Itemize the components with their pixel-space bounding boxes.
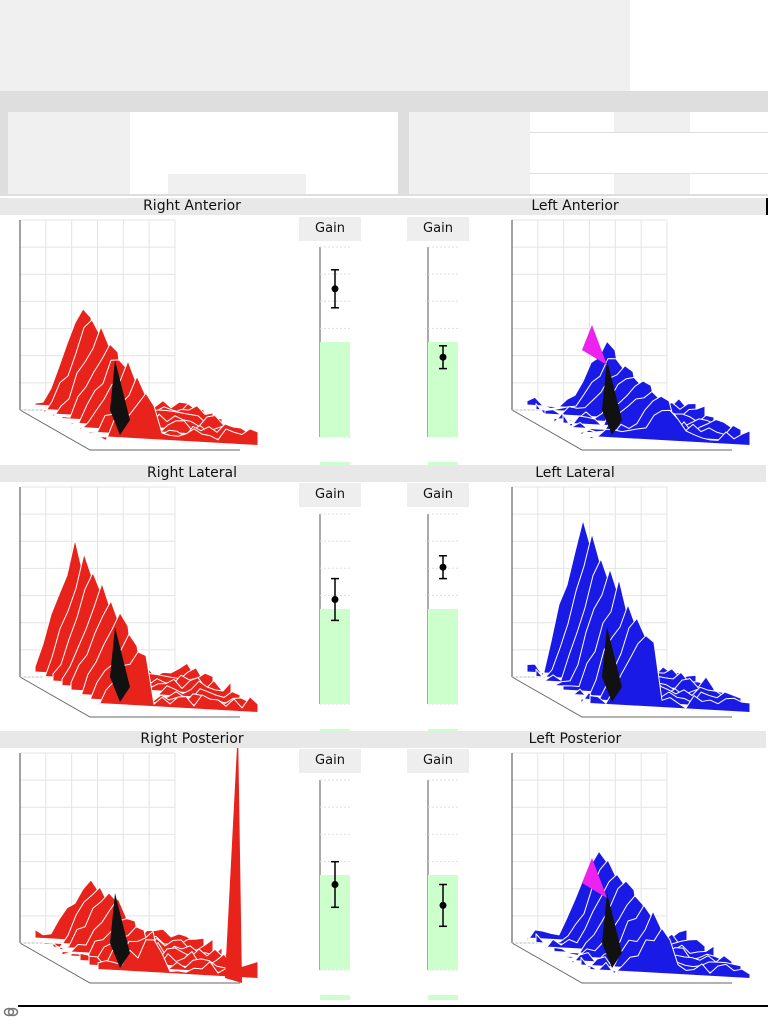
info-sub-cell-left-3 (690, 174, 768, 194)
info-sub-cell-right-2 (168, 174, 306, 194)
info-label-cell-left (409, 112, 530, 194)
left-anterior-title: Left Anterior (384, 198, 766, 215)
left-lateral-surface-plot (511, 486, 751, 718)
right-lateral-title: Right Lateral (0, 465, 384, 482)
left-lateral-gain-chart (427, 513, 458, 732)
right-posterior-title: Right Posterior (0, 731, 384, 748)
left-lateral-title: Left Lateral (384, 465, 766, 482)
chain-link-icon (3, 1007, 19, 1017)
info-divider (399, 110, 408, 196)
report-header (0, 0, 630, 91)
left-lateral-gain-label: Gain (407, 483, 469, 507)
left-posterior-surface-plot (511, 752, 751, 984)
right-anterior-title: Right Anterior (0, 198, 384, 215)
info-value-cell-left-1 (530, 112, 614, 132)
left-posterior-title: Left Posterior (384, 731, 766, 748)
right-lateral-surface-plot (19, 486, 259, 718)
left-anterior-gain-label: Gain (407, 217, 469, 241)
right-posterior-surface-plot (19, 748, 259, 984)
info-sub-cell-left-1 (530, 174, 614, 194)
info-value-cell-left-3 (690, 112, 768, 132)
left-anterior-surface-plot (511, 219, 751, 451)
right-posterior-gain-label: Gain (299, 749, 361, 773)
info-value-cell-left-2 (614, 112, 690, 132)
posterior-panels (19, 748, 751, 1000)
info-value-cell-left-4 (530, 133, 768, 173)
info-value-cell-right (130, 112, 398, 174)
right-lateral-gain-label: Gain (299, 483, 361, 507)
info-sub-cell-left-2 (614, 174, 690, 194)
info-sub-cell-right-3 (306, 174, 398, 194)
left-anterior-gain-chart (427, 246, 458, 465)
right-lateral-gain-chart (319, 513, 350, 732)
lateral-panels (19, 486, 751, 732)
info-sub-cell-right-1 (130, 174, 168, 194)
anterior-panels (19, 219, 751, 465)
right-anterior-gain-chart (319, 246, 350, 465)
footer-rule (18, 1005, 768, 1007)
info-label-cell-right (8, 112, 130, 194)
left-posterior-gain-chart (427, 779, 458, 1000)
right-anterior-surface-plot (19, 219, 259, 451)
title-end-mark (766, 198, 768, 215)
left-posterior-gain-label: Gain (407, 749, 469, 773)
right-posterior-gain-chart (319, 779, 350, 1000)
right-anterior-gain-label: Gain (299, 217, 361, 241)
